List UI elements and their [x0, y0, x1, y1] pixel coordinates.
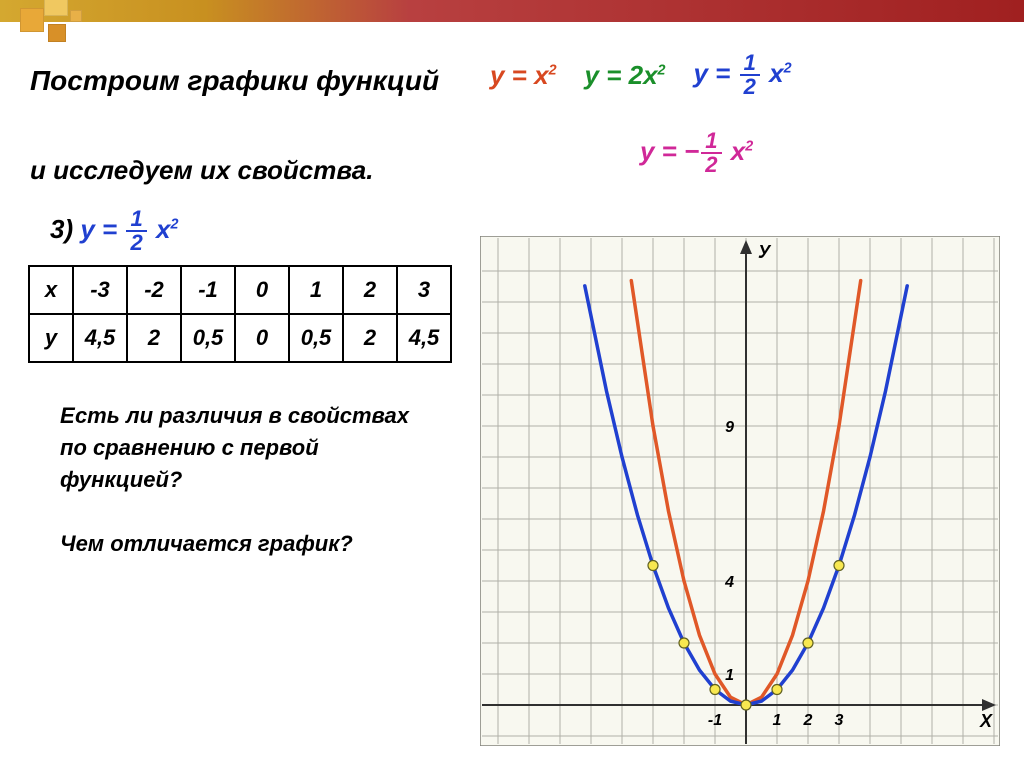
table-cell: 2	[343, 266, 397, 314]
table-cell: 2	[127, 314, 181, 362]
formula-3: y = 12 x2	[693, 52, 791, 98]
svg-text:У: У	[758, 242, 772, 262]
top-stripe	[0, 0, 1024, 22]
formula-2: y = 2x2	[585, 60, 666, 91]
table-cell: -3	[73, 266, 127, 314]
svg-text:9: 9	[725, 419, 734, 436]
table-cell: 0	[235, 314, 289, 362]
table-cell: 0	[235, 266, 289, 314]
formula-row: y = x2 y = 2x2 y = 12 x2	[490, 52, 792, 98]
svg-text:Х: Х	[979, 711, 993, 731]
svg-text:2: 2	[803, 712, 813, 729]
table-cell: 2	[343, 314, 397, 362]
svg-text:1: 1	[725, 667, 734, 684]
table-header-x: x	[29, 266, 73, 314]
table-header-y: y	[29, 314, 73, 362]
value-table: x -3 -2 -1 0 1 2 3 y 4,5 2 0,5 0 0,5 2 4…	[28, 265, 452, 363]
item-3-number: 3)	[50, 214, 73, 244]
question-2: Чем отличается график?	[60, 528, 440, 560]
svg-text:4: 4	[724, 574, 734, 591]
sub-title: и исследуем их свойства.	[30, 155, 373, 186]
formula-4: y = −12 x2	[640, 130, 753, 176]
table-cell: 1	[289, 266, 343, 314]
questions-block: Есть ли различия в свойствах по сравнени…	[60, 400, 440, 559]
table-row: y 4,5 2 0,5 0 0,5 2 4,5	[29, 314, 451, 362]
table-cell: -1	[181, 266, 235, 314]
table-cell: 3	[397, 266, 451, 314]
svg-text:3: 3	[835, 712, 844, 729]
item-3: 3) y = 12 x2	[50, 208, 178, 254]
table-cell: 0,5	[289, 314, 343, 362]
table-cell: 4,5	[397, 314, 451, 362]
question-1: Есть ли различия в свойствах по сравнени…	[60, 400, 440, 496]
page-title: Построим графики функций	[30, 65, 439, 97]
table-row: x -3 -2 -1 0 1 2 3	[29, 266, 451, 314]
table-cell: 0,5	[181, 314, 235, 362]
svg-text:-1: -1	[708, 712, 722, 729]
table-cell: 4,5	[73, 314, 127, 362]
chart-svg: -1 1 2 3 1 4 9 Х У	[480, 236, 1000, 746]
item-3-formula: y = 12 x2	[80, 214, 178, 244]
table-cell: -2	[127, 266, 181, 314]
chart-area: -1 1 2 3 1 4 9 Х У	[480, 236, 1000, 746]
svg-text:1: 1	[773, 712, 782, 729]
formula-1: y = x2	[490, 60, 557, 91]
